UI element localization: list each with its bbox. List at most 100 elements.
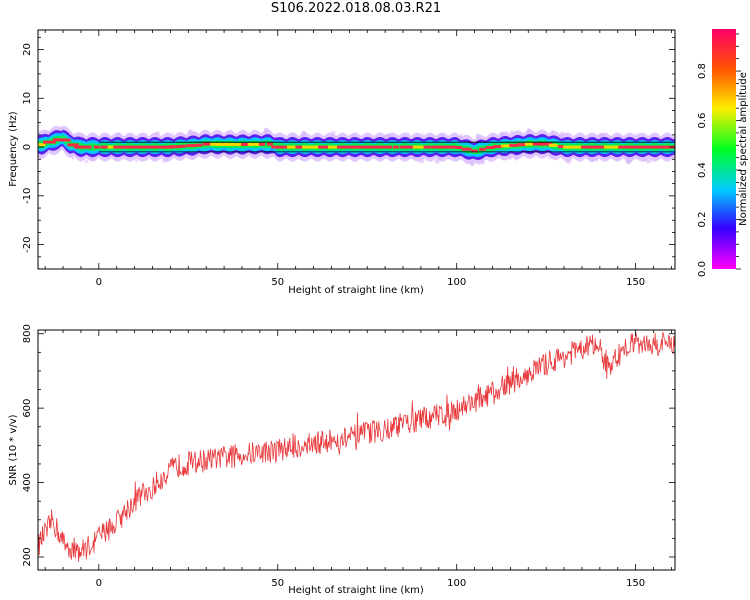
spectrogram-peak-mark (659, 145, 668, 149)
spectrogram-peak-mark (107, 145, 118, 149)
spectrogram-peak-mark (180, 144, 187, 148)
spectrogram-peak-mark (337, 145, 345, 149)
spectrogram-peak-mark (479, 147, 486, 151)
spectrogram-peak-mark (581, 145, 589, 149)
spectrogram-peak-mark (423, 145, 432, 149)
snr-y-tick-label: 600 (22, 399, 33, 418)
spectrogram-peak-mark (122, 145, 135, 149)
spectrogram-peak-mark (399, 145, 408, 149)
spectrogram-peak-mark (59, 138, 71, 142)
spectrogram-peak-mark (113, 145, 128, 149)
spectral-band (38, 125, 675, 167)
spectrogram-peak-mark (603, 145, 613, 149)
spectrogram-halo-speck (434, 158, 440, 164)
spectrogram-peak-mark (74, 145, 88, 149)
spectrogram-peak-mark (383, 145, 393, 149)
snr-frame (37, 329, 676, 571)
spectrogram-frame (37, 29, 676, 270)
spectrogram-peak-mark (524, 142, 535, 146)
spectrogram-peak-mark (438, 145, 448, 149)
spectrogram-peak-mark (461, 147, 472, 151)
spectrogram-peak-mark (627, 145, 637, 149)
spectrogram-peak-mark (266, 142, 273, 146)
spectrogram-halo-speck (134, 158, 139, 163)
spectrogram-peak-mark (446, 145, 456, 149)
spectrogram-peak-mark (235, 143, 242, 147)
snr-y-axis-label: SNR (10 * v/v) (8, 414, 19, 485)
spectrogram-peak-mark (93, 145, 100, 149)
spectrogram-peak-mark (210, 142, 220, 146)
spectrogram-peak-mark (241, 143, 252, 146)
colorbar: 0.0 0.2 0.4 0.6 0.8 Normalized spectral ampl… (697, 29, 749, 277)
spectrogram-peak-mark (342, 145, 355, 149)
spectrogram-peak-mark (130, 145, 142, 149)
spectrogram-y-tick-label: -20 (22, 236, 33, 252)
snr-y-tick-label: 800 (22, 324, 33, 343)
spectrogram-halo-speck (171, 132, 174, 135)
spectrogram-peak-mark (509, 143, 519, 147)
spectrogram-peak-mark (538, 142, 553, 146)
colorbar-gradient (712, 29, 736, 269)
spectrogram-peak-mark (271, 145, 285, 149)
spectrogram-peak-mark (634, 145, 646, 149)
spectrogram-peak-mark (393, 145, 399, 149)
spectrogram-x-tick-label: 0 (96, 277, 102, 288)
spectrogram-peak-mark (147, 145, 156, 149)
spectrogram-peak-mark (365, 145, 380, 149)
spectrogram-peak-mark (38, 143, 46, 147)
spectrogram-peak-mark (287, 145, 300, 149)
spectrogram-peak-mark (161, 145, 174, 149)
spectrogram-peak-mark (500, 144, 512, 148)
spectrogram-band-green (38, 135, 675, 155)
spectrogram-peak-mark (278, 145, 293, 149)
spectrogram-peak-mark (352, 145, 361, 149)
spectrogram-peak-mark (412, 145, 427, 149)
snr-panel: 0 50 100 150 200 400 600 800 Height of straight… (8, 324, 676, 596)
spectrogram-peak-mark (169, 145, 182, 149)
spectrogram-peak-mark (259, 142, 265, 146)
spectrogram-peak-mark (195, 143, 203, 147)
spectrogram-peak-mark (493, 145, 504, 149)
snr-y-tick-label: 200 (22, 547, 33, 566)
spectrogram-halo-speck (422, 132, 425, 136)
spectrogram-peak-mark (67, 143, 79, 147)
spectrogram-peak-mark (375, 145, 385, 149)
spectrogram-peak-mark (86, 145, 92, 149)
spectrogram-x-axis-label: Height of straight line (km) (288, 285, 424, 296)
spectrogram-peak-mark (225, 143, 236, 146)
snr-x-tick-label: 50 (271, 578, 284, 589)
spectrogram-peak-mark (328, 145, 338, 149)
spectrogram-x-tick-label: 100 (447, 277, 466, 288)
spectrogram-x-tick-label: 50 (271, 277, 284, 288)
page-title: S106.2022.018.08.03.R21 (270, 1, 442, 16)
colorbar-tick-label: 0.6 (697, 113, 708, 129)
spectrogram-peak-mark (358, 145, 371, 149)
spectrogram-peak-mark (431, 145, 440, 149)
snr-x-tick-label: 100 (447, 578, 466, 589)
spectrogram-y-tick-label: 0 (22, 144, 33, 150)
snr-x-tick-label: 0 (96, 578, 102, 589)
spectrogram-y-tick-label: -10 (22, 188, 33, 204)
colorbar-tick-label: 0.0 (697, 261, 708, 277)
spectrogram-peak-mark (405, 145, 418, 149)
colorbar-tick-label: 0.4 (697, 162, 708, 178)
spectrogram-x-tick-label: 150 (626, 277, 645, 288)
spectrogram-peak-mark (247, 142, 261, 146)
spectrogram-peak-mark (618, 145, 631, 149)
spectrogram-peak-mark (138, 145, 150, 149)
spectrogram-peak-mark (302, 145, 317, 149)
snr-y-tick-label: 400 (22, 473, 33, 492)
spectrogram-peak-mark (310, 145, 324, 149)
spectrogram-peak-mark (558, 145, 565, 149)
spectrogram-peak-mark (650, 145, 662, 149)
spectrogram-peak-mark (532, 142, 543, 146)
snr-x-axis-label: Height of straight line (km) (288, 585, 424, 596)
spectrogram-y-axis-label: Frequency (Hz) (8, 111, 19, 187)
spectrogram-halo-speck (71, 157, 75, 160)
spectrogram-peak-mark (517, 143, 527, 147)
spectrogram-peak-mark (295, 145, 308, 149)
spectrogram-peak-mark (318, 145, 333, 149)
